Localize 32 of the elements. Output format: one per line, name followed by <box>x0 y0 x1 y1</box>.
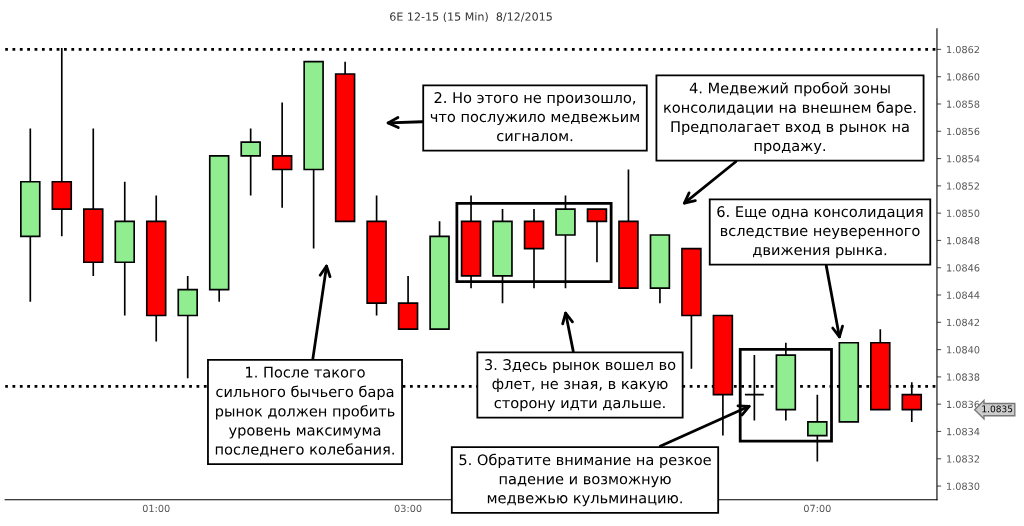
y-tick-label: 1.0842 <box>947 318 980 327</box>
y-tick-label: 1.0836 <box>947 400 980 409</box>
candlestick <box>240 127 261 197</box>
y-tick-label: 1.0860 <box>947 73 980 81</box>
x-tick-label: 07:00 <box>803 504 831 513</box>
y-tick-label: 1.0848 <box>947 236 980 245</box>
y-tick-label: 1.0858 <box>947 100 980 108</box>
annotation: 3. Здесь рынок вошел во флет, не зная, в какую сторону идти дальше. <box>485 359 676 412</box>
y-tick-label: 1.0832 <box>947 455 980 463</box>
annotation: 2. Но этого не произошло, что послужило медвежьим сигналом. <box>430 92 639 142</box>
candlestick <box>586 208 608 264</box>
y-tick-label: 1.0850 <box>947 209 980 217</box>
x-tick-label: 01:00 <box>142 504 170 513</box>
annotation: 6. Еще одна консолидация вследствие неуверенного движения рынка. <box>717 206 923 259</box>
y-tick-label: 1.0838 <box>947 373 980 381</box>
x-tick-label: 03:00 <box>394 504 422 513</box>
candlestick <box>271 101 293 209</box>
annotation: 4. Медвежий пробой зоны консолидации на внешнем баре. Предполагает вход в рынок на продажу. <box>664 81 916 155</box>
annotation: 1. После такого сильного бычьего бара рынок должен пробить уровень максимума последнего колебания. <box>215 366 395 457</box>
y-tick-label: 1.0830 <box>947 482 980 490</box>
y-tick-label: 1.0844 <box>947 291 980 299</box>
y-tick-label: 1.0846 <box>947 264 980 272</box>
y-tick-label: 1.0852 <box>947 182 980 190</box>
y-tick-label: 1.0862 <box>947 45 980 54</box>
candlestick <box>901 381 923 423</box>
text: 1.0835 <box>982 405 1013 413</box>
y-tick-label: 1.0854 <box>947 155 980 163</box>
annotation: 5. Обратите внимание на резкое падение и возможную медвежью кульминацию. <box>459 453 711 507</box>
y-tick-label: 1.0834 <box>947 427 980 436</box>
y-tick-label: 1.0856 <box>947 127 980 136</box>
y-tick-label: 1.0840 <box>947 346 980 354</box>
chart-title: 6E 12-15 (15 Min) 8/12/2015 <box>390 12 552 23</box>
